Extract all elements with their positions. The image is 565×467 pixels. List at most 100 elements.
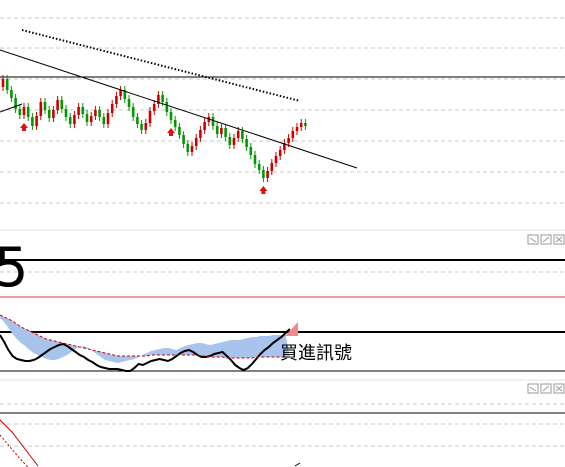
candle-body <box>211 117 215 126</box>
candle <box>295 123 299 135</box>
candle <box>81 103 85 118</box>
buy-signal-arrows <box>20 123 268 194</box>
trendline-fragment <box>0 103 23 113</box>
buy-signal-annotation: 買進訊號 <box>280 343 352 364</box>
pane2-controls <box>527 383 565 394</box>
candle-body <box>39 102 43 116</box>
candle <box>190 142 194 156</box>
candle-body <box>186 144 190 152</box>
candle <box>98 106 101 121</box>
indicator-panel <box>0 314 298 467</box>
candle-body <box>304 123 307 126</box>
candle <box>169 108 173 124</box>
indicator-red-dashed-line <box>0 314 290 359</box>
candle <box>85 110 89 126</box>
candle-body <box>215 126 219 134</box>
close-icon[interactable] <box>553 383 565 394</box>
candle-body <box>1 79 5 87</box>
candle <box>148 107 152 127</box>
candle <box>115 92 118 108</box>
candle <box>165 98 169 116</box>
candle <box>43 98 47 114</box>
candle <box>199 126 202 142</box>
candle-body <box>131 107 135 117</box>
indicator-positive-area <box>285 322 298 336</box>
candle-body <box>182 135 185 144</box>
candle-body <box>249 147 253 155</box>
candle <box>232 134 236 149</box>
candle-body <box>110 104 114 113</box>
candle <box>186 140 190 156</box>
candle-body <box>106 113 110 124</box>
candle <box>274 152 278 167</box>
candle <box>22 103 26 119</box>
candle <box>157 91 160 108</box>
candle-body <box>228 137 232 145</box>
candle <box>182 131 185 148</box>
close-icon[interactable] <box>553 234 565 245</box>
candle <box>278 146 282 160</box>
candle-body <box>270 163 274 171</box>
candle <box>228 133 232 149</box>
candle <box>266 167 269 182</box>
up-arrow-icon <box>167 128 175 136</box>
candle <box>47 106 51 122</box>
candle <box>178 123 181 139</box>
candle <box>89 112 93 126</box>
candle <box>10 86 13 102</box>
candle-body <box>278 150 282 156</box>
candle-body <box>220 128 223 134</box>
candle <box>102 113 106 128</box>
candle-body <box>52 110 55 118</box>
candle-body <box>144 123 148 130</box>
candle <box>52 106 55 122</box>
candle-body <box>190 146 194 152</box>
candle <box>236 127 240 142</box>
indicator-black-line <box>0 328 291 372</box>
candle <box>127 95 131 111</box>
maximize-icon[interactable] <box>540 383 552 394</box>
candle <box>14 94 17 113</box>
candle-body <box>157 95 160 104</box>
candle <box>173 116 177 131</box>
candle <box>304 119 307 130</box>
dotted-trendline <box>21 29 301 102</box>
candle <box>194 134 198 150</box>
maximize-icon[interactable] <box>540 234 552 245</box>
minimize-icon[interactable] <box>527 383 539 394</box>
candle <box>5 75 9 94</box>
candle-body <box>26 107 30 117</box>
candle-body <box>148 111 152 123</box>
candle <box>94 106 97 120</box>
candle-body <box>232 138 236 145</box>
candle <box>106 109 110 128</box>
candle <box>287 134 290 147</box>
candle-body <box>178 127 181 135</box>
candle-body <box>81 107 85 114</box>
candle-body <box>236 131 240 138</box>
candle-body <box>253 155 257 164</box>
candle <box>73 111 76 128</box>
candle-body <box>31 117 34 126</box>
candle-body <box>123 90 127 99</box>
candle <box>220 124 223 138</box>
candle-body <box>173 120 177 127</box>
candle-body <box>10 90 13 98</box>
candle-body <box>140 124 143 130</box>
candle-body <box>266 171 269 178</box>
candle <box>245 135 248 151</box>
candle-body <box>199 130 202 138</box>
candle-body <box>102 117 106 124</box>
candle-body <box>98 110 101 117</box>
candle-body <box>5 79 9 90</box>
candle <box>77 103 80 119</box>
candle-body <box>68 117 72 124</box>
candle <box>215 122 219 138</box>
candle-body <box>127 99 131 107</box>
candle <box>299 119 303 131</box>
candle-body <box>47 110 51 118</box>
candle <box>211 113 215 130</box>
minimize-icon[interactable] <box>527 234 539 245</box>
candle <box>18 105 22 119</box>
candle-body <box>18 109 22 115</box>
